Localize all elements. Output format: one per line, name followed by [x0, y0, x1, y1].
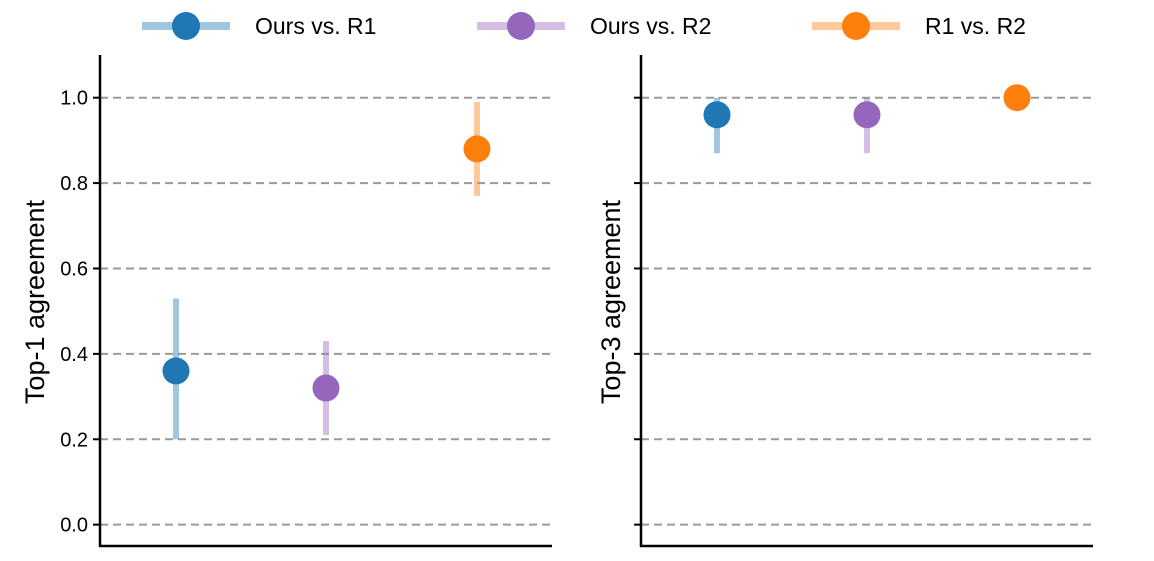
legend-label-r1-vs-r2: R1 vs. R2	[925, 13, 1026, 39]
data-point	[162, 357, 190, 385]
legend-marker-0	[172, 12, 200, 40]
y-tick-label: 0.4	[60, 344, 88, 366]
panel-top-1: Top-1 agreement 0.0 0.2 0.4 0.6 0.8 1.0	[20, 55, 552, 548]
data-point	[703, 101, 731, 129]
legend-marker-1	[507, 12, 535, 40]
y-tick-label: 0.6	[60, 258, 88, 280]
legend-label-ours-vs-r1: Ours vs. R1	[255, 13, 376, 39]
y-tick-label: 1.0	[60, 88, 88, 110]
data-point	[312, 374, 340, 402]
panel-top-3: Top-3 agreement	[596, 55, 1093, 548]
legend-entry-ours-vs-r2: Ours vs. R2	[477, 12, 711, 40]
data-point	[463, 135, 491, 163]
y-tick-label: 0.8	[60, 173, 88, 195]
legend-entry-ours-vs-r1: Ours vs. R1	[142, 12, 376, 40]
legend: Ours vs. R1 Ours vs. R2 R1 vs. R2	[142, 12, 1026, 40]
legend-marker-2	[842, 12, 870, 40]
y-tick-label: 0.0	[60, 515, 88, 537]
data-point	[1003, 84, 1031, 112]
y-tick-label: 0.2	[60, 429, 88, 451]
y-axis-label-top-1: Top-1 agreement	[20, 199, 50, 404]
legend-label-ours-vs-r2: Ours vs. R2	[590, 13, 711, 39]
y-axis-label-top-3: Top-3 agreement	[596, 199, 626, 404]
data-point	[853, 101, 881, 129]
legend-entry-r1-vs-r2: R1 vs. R2	[812, 12, 1026, 40]
